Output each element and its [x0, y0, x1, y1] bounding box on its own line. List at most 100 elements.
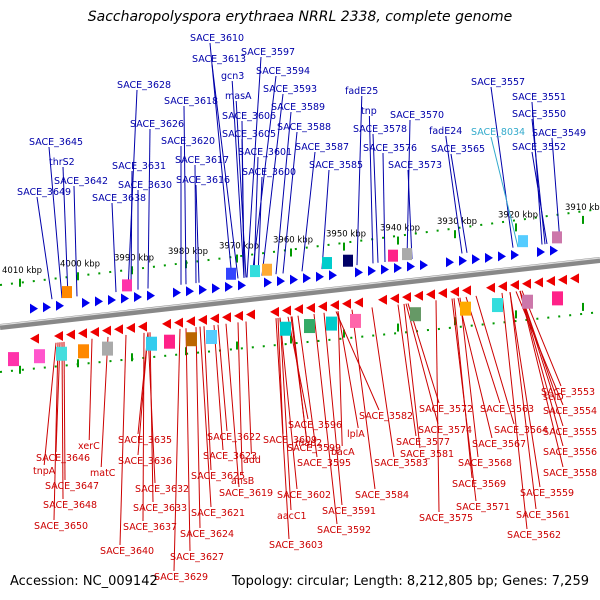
reverse-gene-label[interactable]: SACE_3555: [543, 427, 597, 438]
reverse-gene-block[interactable]: [56, 346, 67, 361]
reverse-gene-arrow[interactable]: [138, 321, 147, 332]
forward-gene-label[interactable]: SACE_3606: [222, 111, 276, 122]
forward-gene-label[interactable]: SACE_3550: [512, 109, 566, 120]
forward-gene-arrow[interactable]: [212, 283, 220, 294]
forward-gene-arrow[interactable]: [381, 264, 389, 275]
reverse-gene-label[interactable]: SACE_3647: [45, 481, 99, 492]
reverse-gene-arrow[interactable]: [78, 328, 87, 339]
forward-gene-arrow[interactable]: [82, 297, 90, 308]
forward-gene-label[interactable]: masA: [225, 91, 252, 102]
reverse-gene-label[interactable]: SACE_3622: [207, 432, 261, 443]
reverse-gene-arrow[interactable]: [186, 316, 195, 327]
reverse-gene-block[interactable]: [492, 298, 503, 313]
reverse-gene-label[interactable]: SACE_3559: [520, 488, 574, 499]
forward-gene-label[interactable]: SACE_3594: [256, 66, 310, 77]
forward-gene-arrow[interactable]: [550, 245, 558, 256]
reverse-gene-arrow[interactable]: [162, 318, 171, 329]
forward-gene-arrow[interactable]: [121, 293, 129, 304]
forward-gene-label[interactable]: SACE_3628: [117, 80, 171, 91]
reverse-gene-label[interactable]: map2: [295, 438, 322, 449]
reverse-gene-label[interactable]: SACE_3633: [133, 503, 187, 514]
forward-gene-arrow[interactable]: [30, 303, 38, 314]
forward-gene-arrow[interactable]: [329, 270, 337, 281]
reverse-gene-label[interactable]: SACE_3603: [269, 540, 323, 551]
reverse-gene-label[interactable]: SACE_3640: [100, 546, 154, 557]
reverse-gene-label[interactable]: SACE_3577: [396, 437, 450, 448]
reverse-gene-label[interactable]: SACE_3637: [123, 522, 177, 533]
reverse-gene-label[interactable]: SACE_3624: [180, 529, 234, 540]
forward-gene-label[interactable]: SACE_3630: [118, 180, 172, 191]
forward-gene-block[interactable]: [262, 263, 272, 276]
forward-gene-arrow[interactable]: [277, 276, 285, 287]
reverse-gene-arrow[interactable]: [210, 313, 219, 324]
reverse-gene-label[interactable]: ansB: [231, 476, 254, 487]
reverse-gene-label[interactable]: SACE_3558: [543, 468, 597, 479]
reverse-gene-arrow[interactable]: [270, 306, 279, 317]
forward-gene-arrow[interactable]: [355, 267, 363, 278]
forward-gene-block[interactable]: [62, 286, 72, 299]
forward-gene-label[interactable]: SACE_3601: [238, 147, 292, 158]
forward-gene-arrow[interactable]: [186, 286, 194, 297]
reverse-gene-arrow[interactable]: [246, 309, 255, 320]
reverse-gene-label[interactable]: add: [243, 455, 261, 466]
reverse-gene-block[interactable]: [326, 316, 337, 331]
forward-gene-label[interactable]: fadE25: [345, 86, 378, 97]
reverse-gene-arrow[interactable]: [54, 330, 63, 341]
reverse-gene-label[interactable]: SACE_3591: [322, 506, 376, 517]
forward-gene-arrow[interactable]: [511, 249, 519, 260]
reverse-gene-label[interactable]: SACE_3584: [355, 490, 409, 501]
reverse-gene-label[interactable]: SACE_3569: [452, 479, 506, 490]
reverse-gene-label[interactable]: SACE_3648: [43, 500, 97, 511]
reverse-gene-arrow[interactable]: [414, 290, 423, 301]
reverse-gene-label[interactable]: matC: [90, 468, 116, 479]
reverse-gene-arrow[interactable]: [330, 300, 339, 311]
reverse-gene-label[interactable]: SACE_3564: [494, 425, 548, 436]
reverse-gene-arrow[interactable]: [510, 280, 519, 291]
reverse-gene-block[interactable]: [304, 319, 315, 334]
reverse-gene-arrow[interactable]: [66, 329, 75, 340]
reverse-gene-block[interactable]: [206, 329, 217, 344]
forward-gene-arrow[interactable]: [264, 277, 272, 288]
forward-gene-label[interactable]: SACE_3551: [512, 92, 566, 103]
reverse-gene-block[interactable]: [78, 344, 89, 359]
forward-gene-label[interactable]: SACE_3605: [222, 129, 276, 140]
reverse-gene-label[interactable]: SACE_3572: [419, 404, 473, 415]
reverse-gene-block[interactable]: [460, 301, 471, 316]
reverse-gene-arrow[interactable]: [534, 277, 543, 288]
forward-gene-label[interactable]: SACE_3613: [192, 54, 246, 65]
forward-gene-arrow[interactable]: [498, 251, 506, 262]
forward-gene-arrow[interactable]: [368, 265, 376, 276]
forward-gene-block[interactable]: [122, 279, 132, 292]
forward-gene-label[interactable]: SACE_3618: [164, 96, 218, 107]
forward-gene-arrow[interactable]: [472, 254, 480, 265]
reverse-gene-label[interactable]: SACE_3635: [118, 435, 172, 446]
reverse-gene-block[interactable]: [186, 332, 197, 347]
forward-gene-block[interactable]: [322, 257, 332, 270]
reverse-gene-block[interactable]: [8, 352, 19, 367]
reverse-gene-block[interactable]: [350, 313, 361, 328]
forward-gene-label[interactable]: gcn3: [221, 71, 244, 82]
forward-gene-label[interactable]: SACE_3600: [242, 167, 296, 178]
reverse-gene-arrow[interactable]: [390, 293, 399, 304]
reverse-gene-arrow[interactable]: [522, 278, 531, 289]
reverse-gene-label[interactable]: SACE_3625: [191, 471, 245, 482]
reverse-gene-arrow[interactable]: [426, 289, 435, 300]
forward-gene-arrow[interactable]: [95, 296, 103, 307]
reverse-gene-block[interactable]: [102, 341, 113, 356]
forward-gene-label[interactable]: SACE_3626: [130, 119, 184, 130]
reverse-gene-label[interactable]: SACE_3627: [170, 552, 224, 563]
reverse-gene-label[interactable]: SACE_3602: [277, 490, 331, 501]
reverse-gene-arrow[interactable]: [30, 333, 39, 344]
forward-gene-arrow[interactable]: [225, 281, 233, 292]
forward-gene-arrow[interactable]: [394, 263, 402, 274]
reverse-gene-arrow[interactable]: [378, 294, 387, 305]
forward-gene-arrow[interactable]: [56, 300, 64, 311]
forward-gene-arrow[interactable]: [303, 273, 311, 284]
reverse-gene-label[interactable]: SACE_3561: [516, 510, 570, 521]
reverse-gene-block[interactable]: [522, 294, 533, 309]
reverse-gene-arrow[interactable]: [570, 273, 579, 284]
forward-gene-label[interactable]: SACE_3570: [390, 110, 444, 121]
forward-gene-label[interactable]: SACE_3578: [353, 124, 407, 135]
reverse-gene-block[interactable]: [146, 336, 157, 351]
forward-gene-label[interactable]: SACE_3557: [471, 77, 525, 88]
